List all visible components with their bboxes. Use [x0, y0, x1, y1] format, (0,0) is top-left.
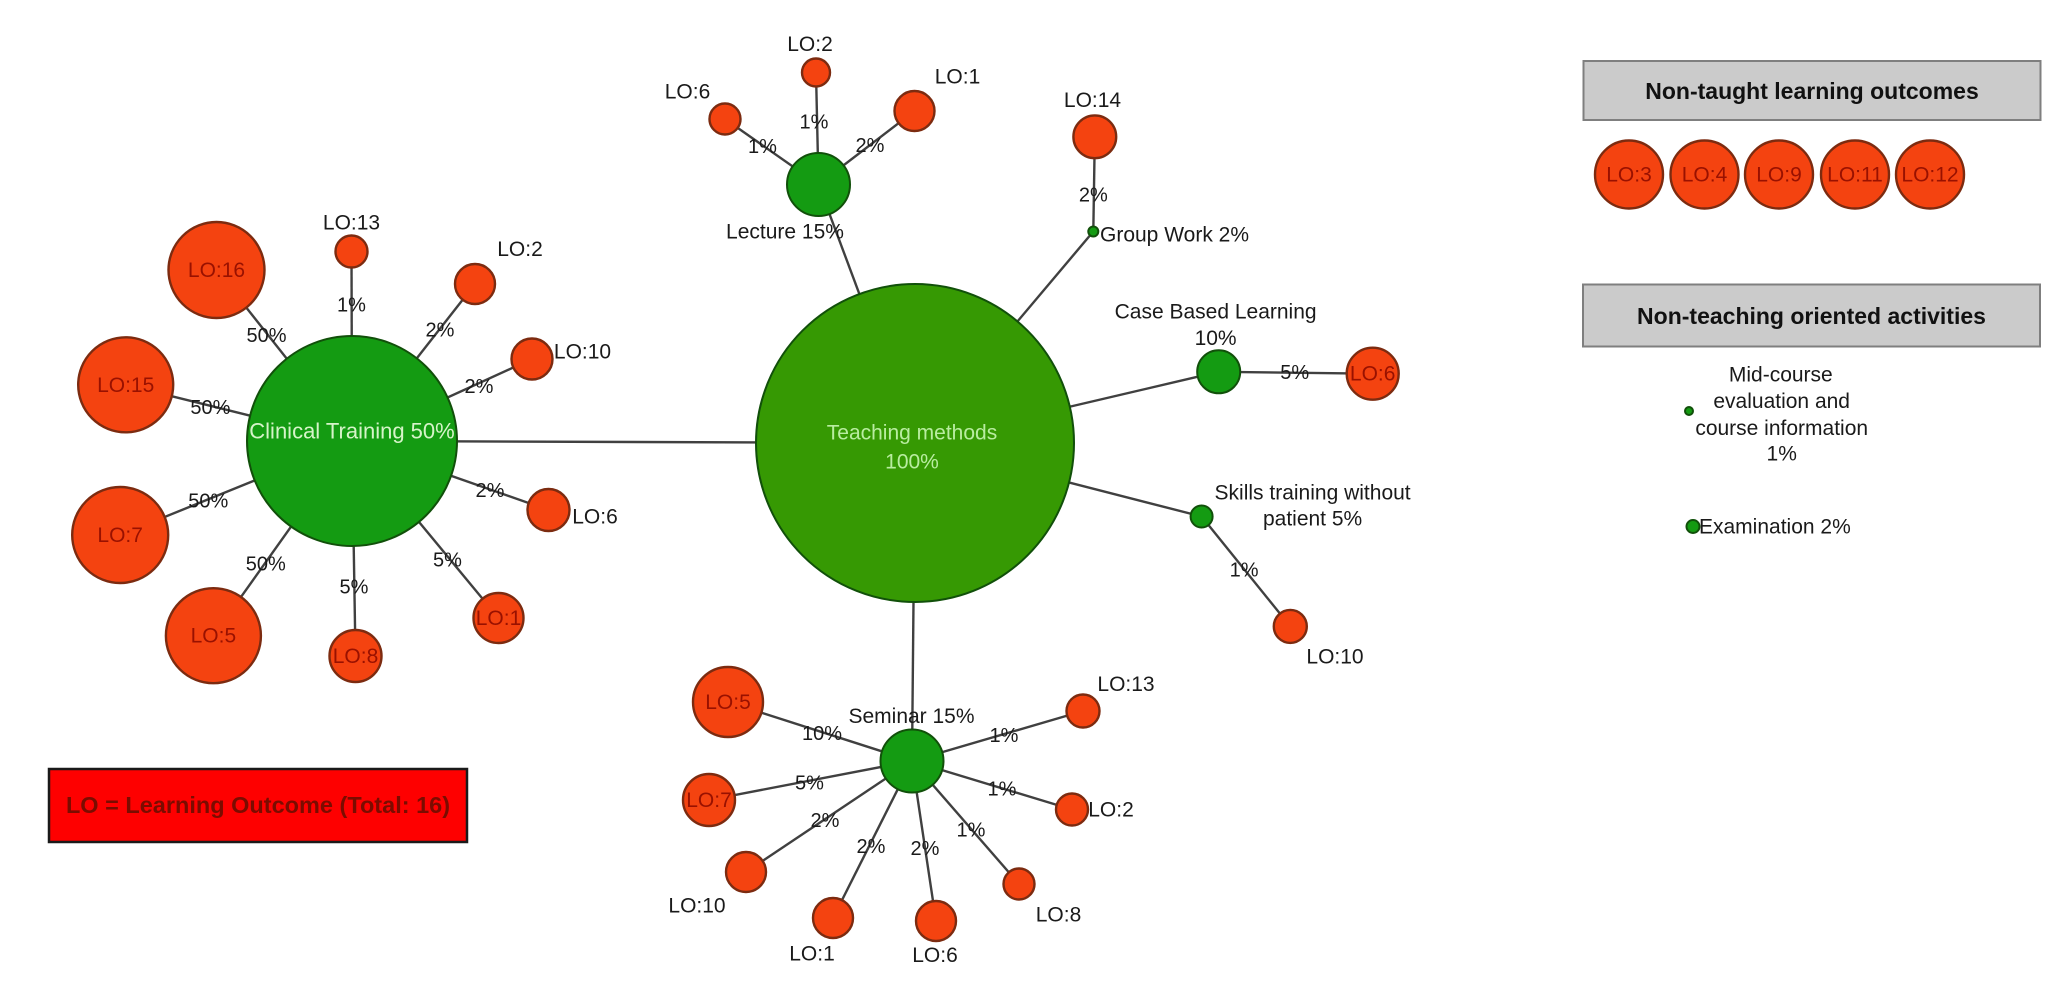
- svg-text:2%: 2%: [465, 376, 494, 398]
- svg-text:LO:10: LO:10: [1306, 645, 1363, 668]
- svg-text:1%: 1%: [990, 725, 1019, 747]
- svg-text:2%: 2%: [857, 836, 886, 858]
- svg-text:LO = Learning Outcome (Total:: LO = Learning Outcome (Total: 16): [66, 792, 450, 818]
- svg-text:LO:2: LO:2: [1088, 799, 1134, 822]
- svg-text:LO:5: LO:5: [705, 691, 751, 714]
- svg-text:2%: 2%: [476, 480, 505, 502]
- svg-text:5%: 5%: [340, 577, 369, 599]
- svg-text:Examination 2%: Examination 2%: [1699, 515, 1851, 538]
- svg-text:Teaching methods: Teaching methods: [827, 422, 997, 445]
- svg-text:LO:11: LO:11: [1827, 164, 1883, 187]
- svg-text:LO:6: LO:6: [572, 506, 618, 529]
- svg-text:2%: 2%: [1079, 185, 1108, 207]
- svg-text:patient 5%: patient 5%: [1263, 507, 1362, 530]
- svg-text:LO:6: LO:6: [912, 944, 958, 967]
- svg-text:LO:6: LO:6: [665, 81, 711, 104]
- svg-text:LO:1: LO:1: [476, 607, 522, 630]
- svg-text:LO:7: LO:7: [97, 524, 143, 547]
- svg-text:LO:13: LO:13: [1097, 673, 1154, 696]
- svg-text:LO:16: LO:16: [188, 259, 245, 282]
- svg-text:1%: 1%: [800, 112, 829, 134]
- svg-text:Group Work 2%: Group Work 2%: [1100, 224, 1249, 247]
- svg-text:LO:2: LO:2: [787, 33, 833, 56]
- svg-text:50%: 50%: [188, 491, 228, 513]
- svg-text:evaluation and: evaluation and: [1713, 390, 1850, 413]
- svg-text:Mid-course: Mid-course: [1729, 363, 1833, 386]
- svg-text:2%: 2%: [856, 135, 885, 157]
- svg-text:100%: 100%: [885, 451, 939, 474]
- svg-text:LO:10: LO:10: [668, 895, 725, 918]
- svg-text:LO:13: LO:13: [323, 212, 380, 235]
- svg-text:LO:5: LO:5: [191, 625, 237, 648]
- svg-text:10%: 10%: [1195, 327, 1237, 350]
- svg-text:Case Based Learning: Case Based Learning: [1115, 300, 1317, 323]
- svg-text:50%: 50%: [190, 397, 230, 419]
- svg-text:5%: 5%: [433, 550, 462, 572]
- svg-text:2%: 2%: [811, 810, 840, 832]
- svg-text:LO:12: LO:12: [1901, 164, 1958, 187]
- svg-text:1%: 1%: [748, 136, 777, 158]
- svg-text:50%: 50%: [246, 554, 286, 576]
- svg-text:LO:9: LO:9: [1756, 164, 1802, 187]
- svg-text:LO:14: LO:14: [1064, 89, 1122, 112]
- svg-text:LO:15: LO:15: [97, 374, 154, 397]
- svg-text:LO:1: LO:1: [935, 66, 981, 89]
- svg-text:50%: 50%: [246, 325, 286, 347]
- svg-text:course information: course information: [1695, 417, 1868, 440]
- svg-text:1%: 1%: [1230, 560, 1259, 582]
- svg-text:LO:7: LO:7: [686, 789, 732, 812]
- svg-text:2%: 2%: [911, 838, 940, 860]
- svg-text:LO:1: LO:1: [789, 943, 835, 966]
- svg-text:Skills training without: Skills training without: [1215, 482, 1411, 505]
- svg-text:1%: 1%: [337, 295, 366, 317]
- svg-text:Clinical Training 50%: Clinical Training 50%: [249, 419, 454, 444]
- svg-text:LO:2: LO:2: [497, 238, 543, 261]
- svg-text:1%: 1%: [957, 820, 986, 842]
- svg-text:1%: 1%: [1767, 442, 1797, 465]
- svg-text:Non-taught learning outcomes: Non-taught learning outcomes: [1645, 78, 1979, 104]
- svg-text:LO:6: LO:6: [1350, 363, 1396, 386]
- svg-text:LO:3: LO:3: [1606, 164, 1652, 187]
- svg-text:LO:4: LO:4: [1682, 164, 1728, 187]
- svg-text:1%: 1%: [988, 779, 1017, 801]
- svg-text:Lecture 15%: Lecture 15%: [726, 221, 844, 244]
- svg-text:LO:8: LO:8: [1036, 904, 1082, 927]
- svg-text:5%: 5%: [795, 773, 824, 795]
- svg-text:Seminar 15%: Seminar 15%: [848, 705, 974, 728]
- svg-text:10%: 10%: [802, 723, 842, 745]
- svg-text:LO:10: LO:10: [554, 341, 611, 364]
- svg-text:2%: 2%: [426, 320, 455, 342]
- svg-text:5%: 5%: [1280, 362, 1309, 384]
- svg-text:Non-teaching oriented activiti: Non-teaching oriented activities: [1637, 303, 1986, 329]
- svg-text:LO:8: LO:8: [333, 645, 379, 668]
